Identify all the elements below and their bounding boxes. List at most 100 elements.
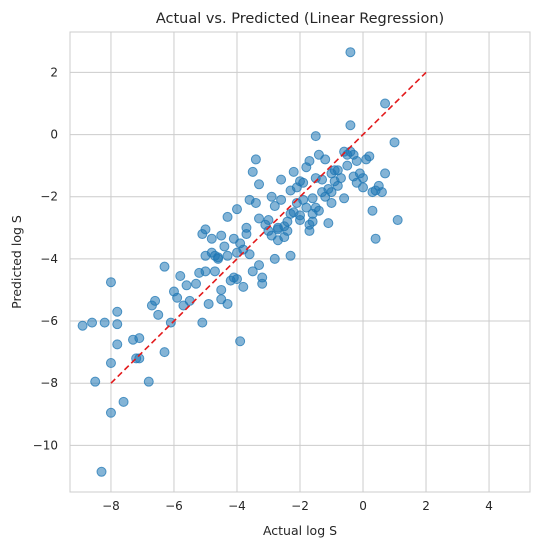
data-point	[298, 177, 309, 188]
data-point	[231, 274, 242, 285]
data-point	[216, 230, 227, 241]
data-point	[87, 317, 98, 328]
data-point	[320, 154, 331, 165]
x-tick-label: −4	[228, 499, 246, 513]
data-point	[216, 284, 227, 295]
data-point	[222, 211, 233, 222]
data-point	[153, 309, 164, 320]
data-point	[345, 120, 356, 131]
data-point	[358, 182, 369, 193]
data-point	[99, 317, 110, 328]
data-point	[172, 292, 183, 303]
data-point	[181, 280, 192, 291]
data-point	[112, 339, 123, 350]
data-point	[376, 187, 387, 198]
data-point	[194, 267, 205, 278]
x-tick-label: 2	[422, 499, 430, 513]
y-tick-label: 0	[50, 128, 58, 142]
data-point	[254, 260, 265, 271]
data-point	[197, 317, 208, 328]
data-point	[364, 151, 375, 162]
data-point	[213, 252, 224, 263]
data-point	[254, 213, 265, 224]
data-point	[380, 98, 391, 109]
data-point	[238, 281, 249, 292]
x-tick-label: 0	[359, 499, 367, 513]
data-point	[200, 224, 211, 235]
data-point	[247, 166, 258, 177]
data-point	[231, 204, 242, 215]
data-point	[307, 216, 318, 227]
data-point	[342, 160, 353, 171]
data-point	[310, 131, 321, 142]
y-tick-label: −6	[40, 314, 58, 328]
y-tick-label: −8	[40, 376, 58, 390]
data-point	[159, 261, 170, 272]
data-point	[112, 319, 123, 330]
plot-frame	[69, 31, 531, 493]
data-point	[380, 168, 391, 179]
data-point	[118, 396, 129, 407]
data-point	[247, 266, 258, 277]
data-point	[250, 197, 261, 208]
data-point	[317, 174, 328, 185]
x-tick-label: −2	[291, 499, 309, 513]
data-point	[288, 166, 299, 177]
data-point	[335, 173, 346, 184]
y-tick-label: −4	[40, 252, 58, 266]
data-point	[150, 295, 161, 306]
data-point	[339, 193, 350, 204]
data-point	[235, 336, 246, 347]
data-point	[219, 241, 230, 252]
data-point	[266, 191, 277, 202]
data-point	[295, 210, 305, 221]
data-point	[326, 187, 337, 198]
data-point	[222, 250, 233, 261]
data-point	[244, 249, 255, 260]
data-point	[241, 229, 252, 240]
data-point	[263, 215, 274, 226]
x-tick-label: −8	[102, 499, 120, 513]
x-tick-labels: −8 −6 −4 −2 0 2 4	[102, 499, 493, 513]
data-point	[209, 266, 220, 277]
data-point	[203, 298, 214, 309]
y-tick-label: 2	[50, 65, 58, 79]
data-point	[134, 353, 145, 364]
x-tick-label: 4	[485, 499, 493, 513]
data-point	[250, 154, 261, 165]
y-tick-label: −10	[33, 438, 58, 452]
data-point	[367, 205, 378, 216]
reference-line	[110, 71, 427, 384]
data-point	[105, 358, 116, 369]
data-point	[358, 173, 369, 184]
data-point	[326, 197, 337, 208]
data-point	[191, 278, 202, 289]
data-point	[105, 407, 116, 418]
data-point	[285, 185, 296, 196]
data-point	[276, 194, 287, 205]
data-point	[184, 295, 195, 306]
data-point	[134, 333, 145, 344]
data-point	[282, 225, 293, 236]
data-point	[345, 47, 356, 58]
y-tick-label: −2	[40, 190, 58, 204]
data-point	[257, 272, 268, 283]
data-point	[222, 298, 233, 309]
data-point	[105, 277, 116, 288]
data-point	[269, 201, 280, 212]
y-axis-label: Predicted log S	[9, 215, 24, 309]
data-point	[254, 179, 265, 190]
x-axis-label: Actual log S	[263, 523, 337, 538]
data-point	[159, 347, 170, 358]
data-point	[165, 317, 176, 328]
data-point	[77, 320, 88, 331]
data-point	[269, 253, 280, 264]
data-points	[77, 47, 403, 477]
data-point	[323, 218, 334, 229]
data-point	[389, 137, 400, 148]
data-point	[206, 233, 217, 244]
data-point	[307, 193, 318, 204]
data-point	[143, 376, 154, 387]
data-point	[276, 174, 287, 185]
